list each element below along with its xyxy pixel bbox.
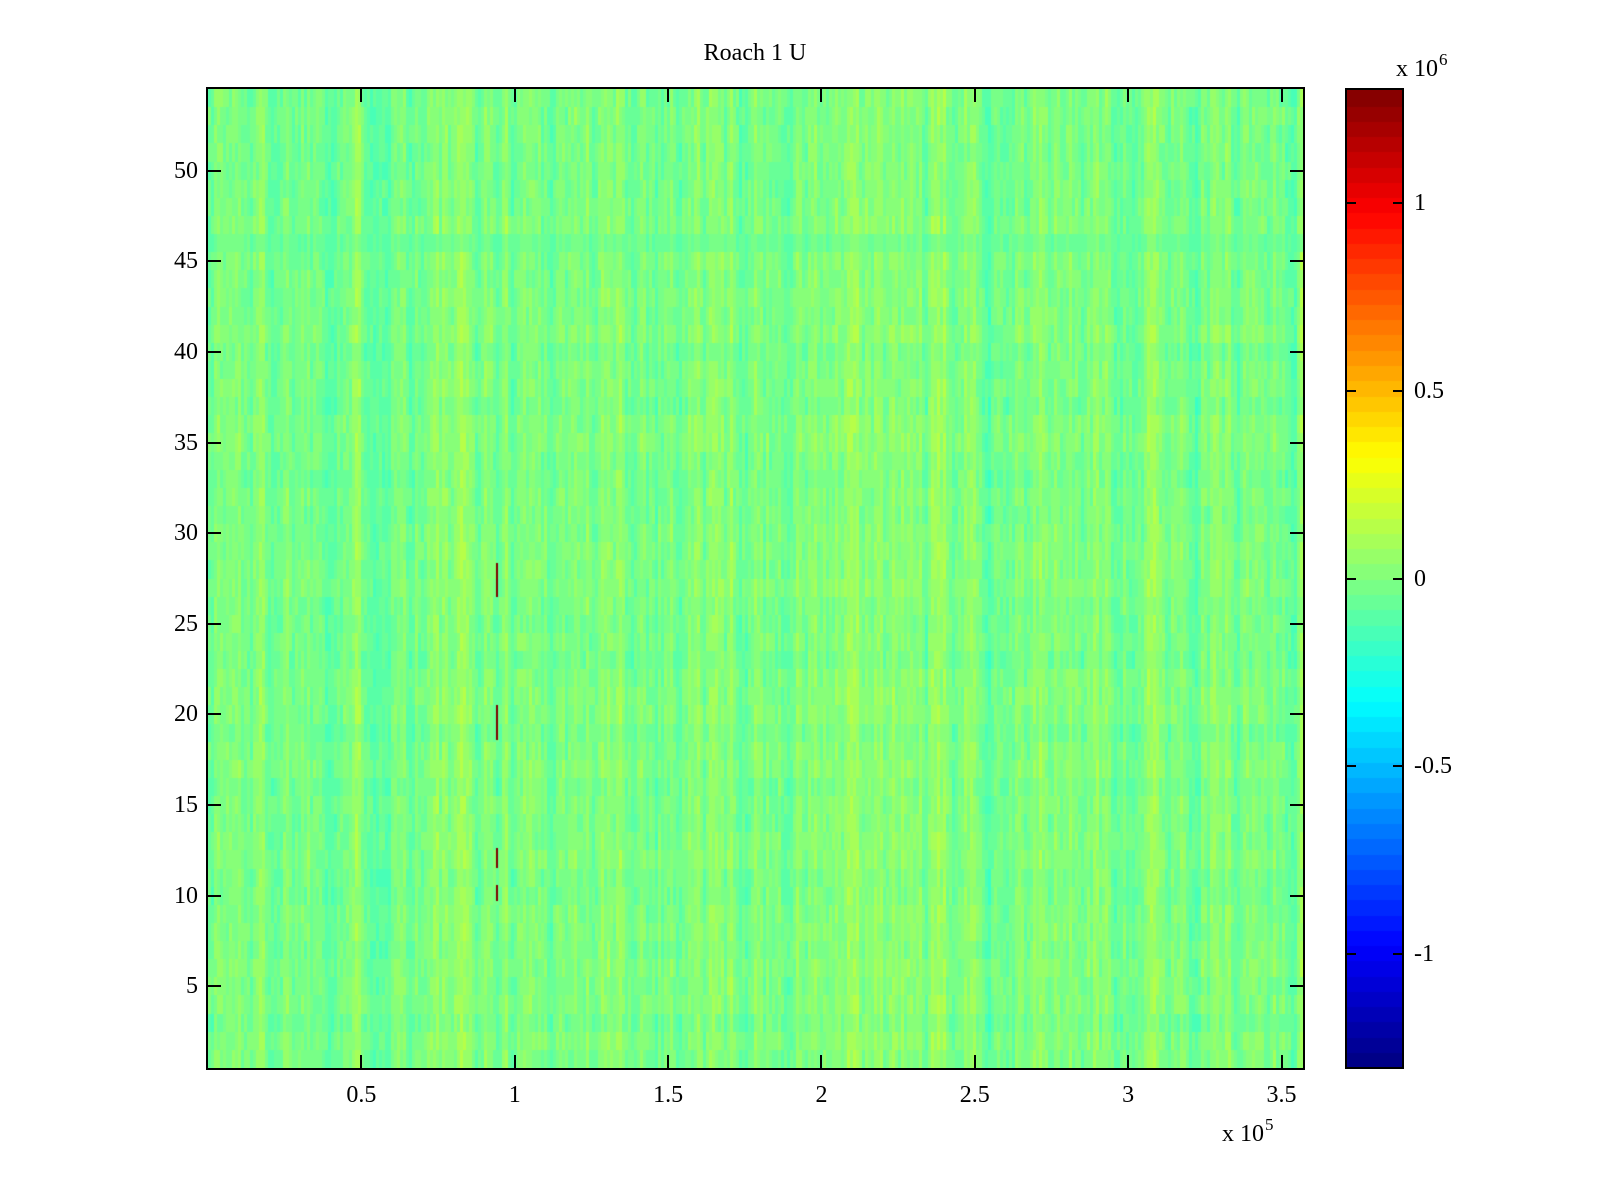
axis-tick-mark xyxy=(1280,1055,1283,1068)
axis-tick-mark xyxy=(1290,532,1303,535)
x-exponent-power: 5 xyxy=(1265,1115,1274,1134)
axis-tick-mark xyxy=(1280,89,1283,102)
x-tick-label: 3.5 xyxy=(1266,1082,1297,1108)
colorbar-tick-label: -1 xyxy=(1414,941,1434,968)
axis-tick-mark xyxy=(208,532,221,535)
colorbar-exponent-label: x 106 xyxy=(1396,48,1448,83)
axis-tick-mark xyxy=(1347,389,1356,392)
axis-tick-mark xyxy=(1393,201,1402,204)
axis-tick-mark xyxy=(1393,577,1402,580)
axis-tick-mark xyxy=(208,804,221,807)
x-tick-label: 3 xyxy=(1122,1082,1135,1108)
colorbar-exponent-power: 6 xyxy=(1439,50,1448,69)
colorbar-exponent-base: x 10 xyxy=(1396,56,1438,82)
axis-tick-mark xyxy=(667,89,670,102)
axis-tick-mark xyxy=(208,169,221,172)
colorbar-tick-label: -0.5 xyxy=(1414,753,1452,780)
x-exponent-base: x 10 xyxy=(1222,1121,1264,1147)
x-tick-label: 1.5 xyxy=(653,1082,684,1108)
axis-tick-mark xyxy=(1347,765,1356,768)
heatmap-plot-area xyxy=(206,87,1305,1070)
axis-tick-mark xyxy=(208,713,221,716)
colorbar-tick-label: 0.5 xyxy=(1414,377,1444,404)
axis-tick-mark xyxy=(973,1055,976,1068)
x-tick-label: 2 xyxy=(815,1082,828,1108)
colorbar-tick-label: 1 xyxy=(1414,189,1426,216)
x-axis-exponent-label: x 105 xyxy=(1222,1113,1274,1148)
plot-title: Roach 1 U xyxy=(703,40,807,66)
colorbar-tick-label: 0 xyxy=(1414,565,1426,592)
axis-tick-mark xyxy=(1347,953,1356,956)
axis-tick-mark xyxy=(1290,985,1303,988)
axis-tick-mark xyxy=(1347,577,1356,580)
axis-tick-mark xyxy=(1290,622,1303,625)
y-tick-label: 20 xyxy=(174,701,198,728)
axis-tick-mark xyxy=(1393,765,1402,768)
y-tick-label: 5 xyxy=(186,973,198,1000)
axis-tick-mark xyxy=(1290,441,1303,444)
y-tick-label: 45 xyxy=(174,248,198,275)
axis-tick-mark xyxy=(208,894,221,897)
axis-tick-mark xyxy=(1290,894,1303,897)
x-tick-label: 0.5 xyxy=(346,1082,377,1108)
colorbar-canvas xyxy=(1347,90,1402,1067)
axis-tick-mark xyxy=(1347,201,1356,204)
y-tick-label: 10 xyxy=(174,882,198,909)
y-tick-label: 25 xyxy=(174,610,198,637)
axis-tick-mark xyxy=(973,89,976,102)
y-tick-label: 50 xyxy=(174,157,198,184)
axis-tick-mark xyxy=(513,89,516,102)
x-tick-label: 2.5 xyxy=(959,1082,990,1108)
axis-tick-mark xyxy=(1290,713,1303,716)
axis-tick-mark xyxy=(360,1055,363,1068)
axis-tick-mark xyxy=(1290,350,1303,353)
axis-tick-mark xyxy=(820,89,823,102)
axis-tick-mark xyxy=(1290,169,1303,172)
axis-tick-mark xyxy=(513,1055,516,1068)
axis-tick-mark xyxy=(1393,389,1402,392)
axis-tick-mark xyxy=(360,89,363,102)
axis-tick-mark xyxy=(820,1055,823,1068)
heatmap-canvas xyxy=(208,89,1303,1068)
axis-tick-mark xyxy=(1127,1055,1130,1068)
y-tick-label: 30 xyxy=(174,520,198,547)
axis-tick-mark xyxy=(1393,953,1402,956)
colorbar xyxy=(1345,88,1404,1069)
axis-tick-mark xyxy=(1127,89,1130,102)
y-tick-label: 40 xyxy=(174,338,198,365)
axis-tick-mark xyxy=(208,622,221,625)
y-tick-label: 15 xyxy=(174,792,198,819)
axis-tick-mark xyxy=(208,350,221,353)
axis-tick-mark xyxy=(1290,804,1303,807)
axis-tick-mark xyxy=(1290,260,1303,263)
y-tick-label: 35 xyxy=(174,429,198,456)
x-tick-label: 1 xyxy=(508,1082,521,1108)
axis-tick-mark xyxy=(208,441,221,444)
axis-tick-mark xyxy=(208,260,221,263)
axis-tick-mark xyxy=(667,1055,670,1068)
axis-tick-mark xyxy=(208,985,221,988)
